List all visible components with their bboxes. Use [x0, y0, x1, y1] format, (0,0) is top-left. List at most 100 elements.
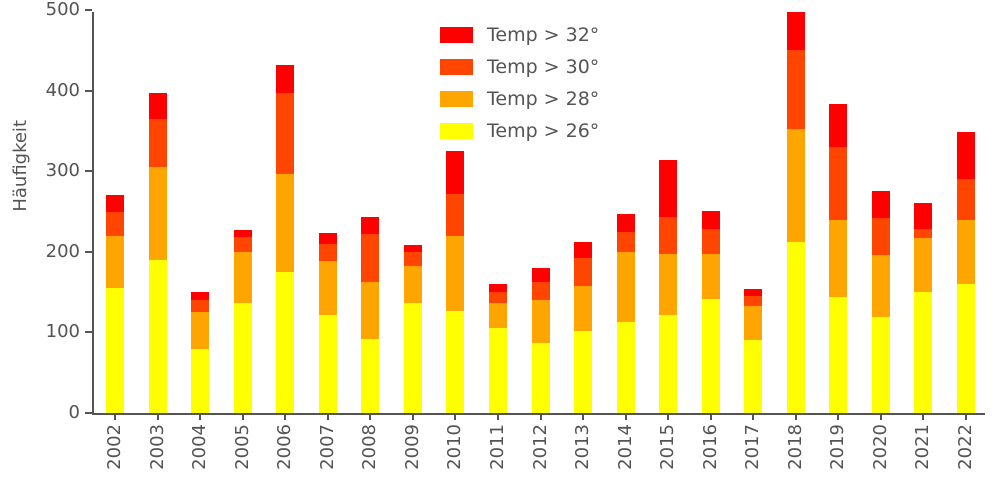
- bar-segment: [702, 254, 720, 300]
- bar-segment: [702, 210, 720, 230]
- x-tick-mark: [880, 413, 882, 420]
- bar-segment: [191, 348, 209, 413]
- legend: Temp > 32° Temp > 30° Temp > 28° Temp > …: [440, 24, 599, 142]
- bar-segment: [574, 330, 592, 413]
- x-tick-mark: [965, 413, 967, 420]
- bar-segment: [872, 255, 890, 318]
- y-tick-label: 500: [45, 0, 80, 20]
- y-tick-mark: [85, 250, 92, 253]
- bar-segment: [787, 242, 805, 413]
- bar-segment: [744, 340, 762, 413]
- x-tick-label: 2012: [530, 424, 551, 470]
- bar-segment: [829, 147, 847, 220]
- x-tick-label: 2008: [359, 424, 380, 470]
- x-tick-mark: [242, 413, 244, 420]
- bar-segment: [617, 213, 635, 232]
- x-tick-label: 2021: [912, 424, 933, 470]
- legend-swatch-temp-32-icon: [440, 27, 473, 43]
- bar-segment: [617, 321, 635, 413]
- x-tick-mark: [582, 413, 584, 420]
- x-tick-mark: [710, 413, 712, 420]
- x-tick-mark: [837, 413, 839, 420]
- bar-segment: [361, 234, 379, 283]
- legend-swatch-temp-28-icon: [440, 91, 473, 107]
- y-tick-label: 300: [45, 160, 80, 182]
- bar-segment: [234, 237, 252, 252]
- y-tick-mark: [85, 170, 92, 173]
- x-tick-mark: [199, 413, 201, 420]
- y-tick-label: 0: [68, 402, 80, 423]
- bar-segment: [787, 50, 805, 130]
- bar-segment: [276, 64, 294, 94]
- legend-label-temp-26: Temp > 26°: [487, 120, 600, 142]
- bar-segment: [489, 302, 507, 328]
- bar-segment: [234, 251, 252, 303]
- bar-segment: [702, 299, 720, 413]
- bar-segment: [234, 230, 252, 238]
- bar-segment: [659, 254, 677, 316]
- bar-segment: [319, 233, 337, 244]
- bar-segment: [106, 211, 124, 236]
- legend-label-temp-28: Temp > 28°: [487, 88, 600, 110]
- bar-segment: [787, 129, 805, 243]
- bar-segment: [744, 288, 762, 297]
- y-tick-mark: [85, 331, 92, 334]
- x-tick-label: 2005: [232, 424, 253, 470]
- bar-segment: [191, 312, 209, 349]
- x-tick-label: 2019: [827, 424, 848, 470]
- x-tick-label: 2018: [785, 424, 806, 470]
- bar-segment: [404, 265, 422, 304]
- plot-area: 0 100 200 300 400 500 2002 2003 2004 2005 2006 2007…: [46, 0, 985, 470]
- bar-segment: [744, 305, 762, 341]
- bar-segment: [787, 12, 805, 51]
- bar-segment: [106, 235, 124, 289]
- bar-segment: [106, 288, 124, 413]
- bar-segment: [744, 296, 762, 306]
- bar-segment: [404, 251, 422, 266]
- bar-segment: [446, 193, 464, 236]
- x-tick-mark: [157, 413, 159, 420]
- bar-segment: [446, 151, 464, 194]
- bar-segment: [914, 292, 932, 413]
- bar-segment: [361, 217, 379, 235]
- legend-label-temp-32: Temp > 32°: [487, 24, 600, 46]
- bar-segment: [574, 258, 592, 286]
- bar-segment: [149, 259, 167, 413]
- legend-item-temp-32: Temp > 32°: [440, 24, 599, 46]
- legend-item-temp-28: Temp > 28°: [440, 88, 599, 110]
- bar-segment: [489, 292, 507, 303]
- bar-segment: [276, 93, 294, 174]
- x-tick-label: 2013: [572, 424, 593, 470]
- x-tick-mark: [114, 413, 116, 420]
- bar-segment: [914, 238, 932, 293]
- x-tick-mark: [284, 413, 286, 420]
- bar-segment: [574, 285, 592, 331]
- bar-segment: [617, 231, 635, 252]
- bar-segment: [532, 281, 550, 301]
- bar-segment: [957, 219, 975, 285]
- bar-segment: [872, 217, 890, 256]
- bar-segment: [957, 284, 975, 413]
- legend-item-temp-26: Temp > 26°: [440, 120, 599, 142]
- bar-segment: [829, 219, 847, 297]
- bar-segment: [106, 195, 124, 212]
- bar-segment: [914, 229, 932, 239]
- bar-segment: [191, 300, 209, 313]
- bar-segment: [489, 327, 507, 413]
- bar-segment: [149, 93, 167, 119]
- bar-segment: [234, 302, 252, 413]
- bar-segment: [659, 217, 677, 255]
- y-tick-label: 100: [45, 321, 80, 343]
- x-tick-label: 2002: [104, 424, 125, 470]
- x-tick-mark: [667, 413, 669, 420]
- bar-segment: [957, 179, 975, 220]
- bar-segment: [446, 235, 464, 311]
- legend-label-temp-30: Temp > 30°: [487, 56, 600, 78]
- bar-segment: [829, 104, 847, 148]
- x-tick-mark: [412, 413, 414, 420]
- y-axis-title: Häufigkeit: [10, 120, 31, 212]
- bar-segment: [872, 317, 890, 413]
- x-tick-mark: [540, 413, 542, 420]
- bar-segment: [276, 173, 294, 272]
- x-tick-label: 2011: [487, 424, 508, 470]
